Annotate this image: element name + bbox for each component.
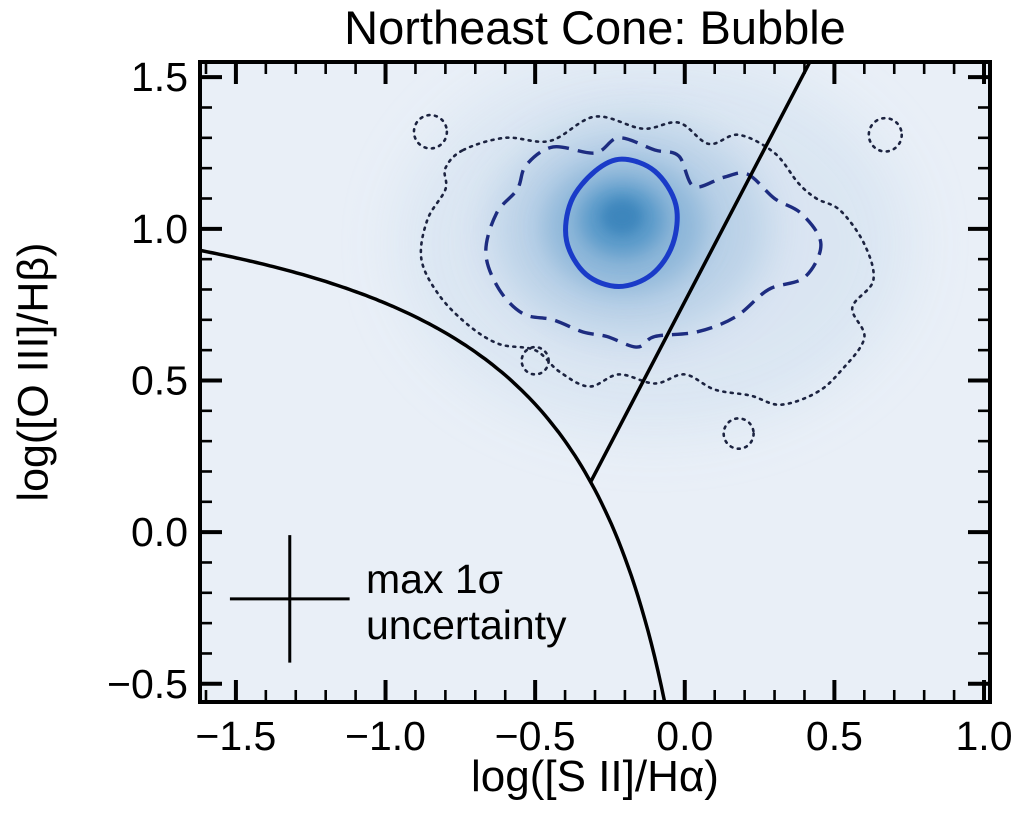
contour-island-2 [722,417,755,451]
density-layer-4 [600,198,643,235]
x-axis-label: log([S II]/Hα) [471,752,719,801]
y-tick-label: 1.5 [131,54,188,100]
y-axis-label: log([O III]/Hβ) [9,242,58,502]
x-tick-label: −0.5 [495,713,576,759]
seyfert-liner-line [588,62,812,484]
y-tick-label: 1.0 [131,206,188,252]
contour-middle [484,136,823,349]
contour-outer [419,115,876,407]
x-tick-label: −1.5 [195,713,276,759]
axis-ticks [200,62,990,702]
chart-title: Northeast Cone: Bubble [344,1,846,54]
x-tick-label: 1.0 [956,713,1013,759]
uncertainty-label-line1: max 1σ [366,556,503,602]
contour-island-1 [867,116,904,153]
y-tick-label: −0.5 [107,661,188,707]
contour-inner [563,156,680,289]
x-tick-label: 0.0 [656,713,713,759]
contour-island-3 [520,345,550,376]
uncertainty-label-line2: uncertainty [366,602,567,648]
y-tick-label: 0.0 [131,509,188,555]
contour-island-0 [412,113,449,150]
x-tick-label: −1.0 [345,713,426,759]
x-tick-label: 0.5 [806,713,863,759]
kewley-s2-curve [200,248,667,702]
y-tick-label: 0.5 [131,357,188,403]
plot-content [200,62,910,702]
